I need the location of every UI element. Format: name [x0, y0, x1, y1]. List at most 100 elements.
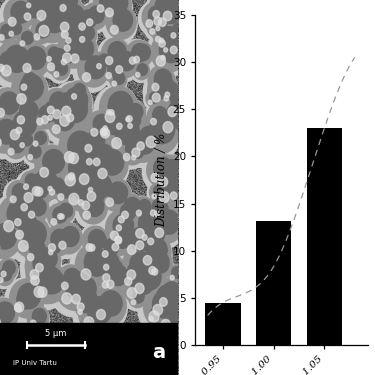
Circle shape	[17, 187, 42, 215]
Circle shape	[115, 201, 138, 227]
Circle shape	[18, 70, 39, 94]
Circle shape	[22, 220, 46, 248]
Circle shape	[0, 87, 24, 128]
Circle shape	[104, 239, 119, 255]
Circle shape	[162, 282, 181, 303]
Circle shape	[27, 254, 34, 261]
Circle shape	[68, 173, 75, 180]
Circle shape	[87, 144, 129, 190]
Circle shape	[64, 152, 74, 163]
Circle shape	[124, 197, 141, 216]
Circle shape	[38, 287, 47, 297]
Circle shape	[66, 33, 81, 49]
Circle shape	[0, 64, 4, 71]
Circle shape	[159, 192, 169, 202]
Circle shape	[134, 56, 140, 63]
Circle shape	[172, 178, 189, 197]
Circle shape	[170, 275, 174, 280]
Circle shape	[105, 117, 115, 129]
Circle shape	[57, 83, 92, 122]
Circle shape	[120, 204, 135, 220]
Circle shape	[38, 266, 62, 294]
Circle shape	[151, 252, 169, 272]
Circle shape	[159, 38, 164, 43]
Circle shape	[100, 251, 121, 273]
Circle shape	[1, 24, 13, 38]
Circle shape	[59, 148, 99, 192]
Circle shape	[55, 179, 77, 204]
Circle shape	[63, 24, 83, 46]
Circle shape	[84, 185, 104, 207]
Circle shape	[147, 154, 176, 187]
Circle shape	[25, 174, 38, 188]
Circle shape	[148, 66, 175, 96]
Circle shape	[63, 95, 90, 126]
Circle shape	[59, 203, 72, 217]
Circle shape	[136, 229, 144, 238]
Circle shape	[21, 194, 50, 226]
Circle shape	[141, 222, 168, 252]
Circle shape	[159, 45, 174, 63]
Circle shape	[109, 265, 128, 285]
Circle shape	[96, 113, 122, 143]
Circle shape	[30, 270, 39, 279]
Circle shape	[128, 245, 136, 254]
Circle shape	[123, 153, 130, 161]
Circle shape	[107, 69, 127, 92]
Circle shape	[171, 33, 176, 38]
Circle shape	[118, 112, 132, 127]
Circle shape	[132, 44, 148, 62]
Circle shape	[130, 268, 154, 295]
Circle shape	[170, 46, 177, 54]
Circle shape	[44, 104, 79, 144]
Circle shape	[113, 214, 134, 237]
Circle shape	[58, 94, 91, 131]
Circle shape	[43, 175, 68, 202]
Circle shape	[8, 148, 14, 155]
Circle shape	[138, 234, 171, 270]
Circle shape	[24, 237, 48, 265]
Circle shape	[133, 147, 143, 158]
Circle shape	[98, 168, 107, 178]
Circle shape	[58, 13, 84, 42]
Circle shape	[0, 105, 42, 152]
Circle shape	[150, 226, 165, 243]
Circle shape	[111, 219, 137, 248]
Circle shape	[161, 2, 180, 24]
Circle shape	[46, 176, 62, 194]
Circle shape	[152, 18, 164, 32]
Circle shape	[153, 10, 159, 18]
Circle shape	[164, 300, 188, 326]
Circle shape	[123, 101, 146, 126]
Circle shape	[135, 109, 180, 160]
Circle shape	[116, 66, 123, 74]
Circle shape	[170, 192, 177, 200]
Circle shape	[72, 172, 98, 201]
Circle shape	[108, 100, 119, 113]
Circle shape	[22, 142, 44, 166]
Circle shape	[146, 31, 188, 78]
Circle shape	[0, 40, 33, 82]
Circle shape	[51, 0, 89, 42]
Circle shape	[52, 200, 75, 226]
Circle shape	[86, 244, 93, 251]
Circle shape	[58, 31, 91, 68]
Circle shape	[50, 106, 61, 118]
Circle shape	[104, 225, 135, 260]
Circle shape	[80, 189, 93, 204]
Circle shape	[102, 178, 131, 212]
Circle shape	[150, 154, 188, 197]
Circle shape	[39, 26, 49, 36]
Circle shape	[84, 317, 94, 328]
Circle shape	[144, 285, 182, 328]
Circle shape	[105, 254, 118, 268]
Circle shape	[123, 223, 156, 260]
Circle shape	[3, 261, 15, 275]
Circle shape	[92, 51, 112, 75]
Circle shape	[49, 59, 70, 83]
Circle shape	[149, 316, 153, 321]
Circle shape	[112, 81, 117, 86]
Circle shape	[105, 111, 115, 123]
Circle shape	[95, 265, 123, 296]
Circle shape	[127, 144, 146, 165]
